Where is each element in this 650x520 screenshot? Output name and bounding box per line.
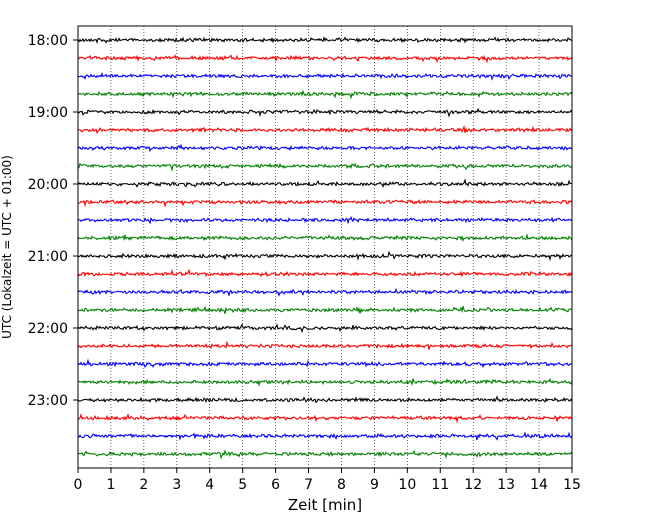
seismogram-trace (77, 178, 573, 189)
x-tick-label: 2 (139, 477, 148, 493)
seismogram-trace (77, 199, 573, 208)
seismogram-trace (77, 431, 573, 441)
seismogram-trace (77, 268, 573, 278)
plot-frame (77, 25, 573, 469)
seismogram-trace (77, 323, 573, 334)
y-tick-label: 23:00 (28, 393, 68, 409)
seismogram-trace (77, 412, 573, 424)
x-tick-label: 10 (398, 477, 416, 493)
seismogram-trace (77, 71, 573, 81)
y-tick-label: 19:00 (28, 105, 68, 121)
x-tick-label: 4 (205, 477, 214, 493)
seismogram-trace (77, 395, 573, 404)
seismogram-trace (77, 89, 573, 100)
seismogram-trace (77, 54, 573, 64)
y-tick-label: 20:00 (28, 177, 68, 193)
x-tick-label: 13 (497, 477, 515, 493)
x-tick-label: 12 (464, 477, 482, 493)
seismogram-trace (77, 215, 573, 225)
y-tick-label: 22:00 (28, 321, 68, 337)
x-tick-label: 15 (563, 477, 581, 493)
x-tick-label: 14 (530, 477, 548, 493)
seismogram-trace (77, 143, 573, 153)
seismogram-trace (77, 449, 573, 460)
seismogram-trace (77, 162, 573, 172)
x-tick-label: 9 (370, 477, 379, 493)
x-axis-label: Zeit [min] (288, 496, 362, 514)
seismogram-trace (77, 36, 573, 45)
seismogram-trace (77, 250, 573, 262)
x-axis-ticks: 0 1 2 3 4 5 6 7 8 9 10 11 12 13 14 15 (74, 468, 581, 493)
seismogram-trace (77, 107, 573, 118)
seismogram-trace (77, 232, 573, 243)
x-tick-label: 5 (238, 477, 247, 493)
x-tick-label: 0 (74, 477, 83, 493)
seismogram-trace (77, 377, 573, 388)
seismogram-trace (77, 305, 573, 314)
x-tick-label: 1 (106, 477, 115, 493)
seismogram-trace (77, 124, 573, 134)
x-tick-label: 8 (337, 477, 346, 493)
y-tick-label: 21:00 (28, 249, 68, 265)
seismogram-trace (77, 287, 573, 297)
seismogram-trace (77, 358, 573, 369)
x-tick-label: 6 (271, 477, 280, 493)
x-tick-label: 11 (431, 477, 449, 493)
x-tick-label: 7 (304, 477, 313, 493)
y-axis-ticks: 18:00 19:00 20:00 21:00 22:00 23:00 (28, 33, 78, 409)
y-axis-label: UTC (Lokalzeit = UTC + 01:00) (0, 155, 14, 339)
seismogram-trace (77, 340, 573, 350)
trace-group (77, 36, 573, 460)
x-tick-label: 3 (172, 477, 181, 493)
y-tick-label: 18:00 (28, 33, 68, 49)
